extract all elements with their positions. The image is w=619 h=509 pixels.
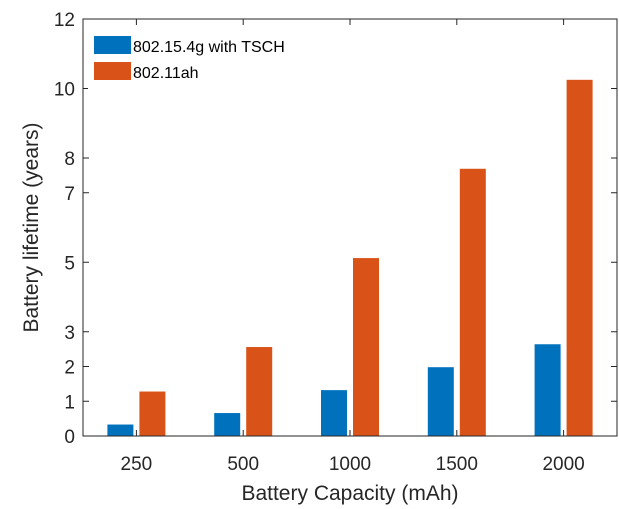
y-tick-label: 8 [64, 149, 75, 170]
bar-ah-2000 [566, 79, 593, 436]
legend-swatch-802-15-4g [94, 36, 131, 54]
x-axis-label: Battery Capacity (mAh) [241, 482, 458, 505]
bars-group [107, 79, 593, 436]
y-tick-label: 1 [64, 392, 75, 413]
bar-tsch-500 [214, 413, 241, 436]
x-tick-label: 1500 [436, 454, 478, 475]
bar-ah-500 [246, 347, 273, 436]
x-tick-label: 250 [121, 454, 153, 475]
y-tick-label: 12 [54, 10, 75, 31]
x-tick-label: 1000 [329, 454, 371, 475]
y-tick-label: 0 [64, 427, 75, 448]
x-tick-label: 500 [227, 454, 259, 475]
legend-label-802-15-4g: 802.15.4g with TSCH [133, 39, 285, 56]
bar-ah-250 [139, 391, 166, 436]
bar-ah-1000 [353, 258, 379, 436]
y-tick-label: 7 [64, 184, 75, 205]
y-tick-label: 2 [64, 358, 75, 379]
bar-tsch-1000 [321, 390, 347, 436]
bar-tsch-250 [107, 424, 134, 436]
y-axis-label: Battery lifetime (years) [20, 122, 43, 332]
y-tick-label: 10 [54, 80, 75, 101]
legend: 802.15.4g with TSCH 802.11ah [88, 25, 328, 93]
bar-tsch-1500 [427, 367, 454, 436]
bar-ah-1500 [459, 168, 486, 436]
y-tick-label: 5 [64, 253, 75, 274]
x-tick-label: 2000 [542, 454, 584, 475]
x-axis: 250 500 1000 1500 2000 [121, 19, 585, 475]
legend-label-802-11ah: 802.11ah [133, 65, 199, 82]
legend-box [88, 25, 328, 93]
legend-swatch-802-11ah [94, 62, 131, 80]
y-tick-label: 3 [64, 323, 75, 344]
bar-tsch-2000 [534, 344, 561, 436]
